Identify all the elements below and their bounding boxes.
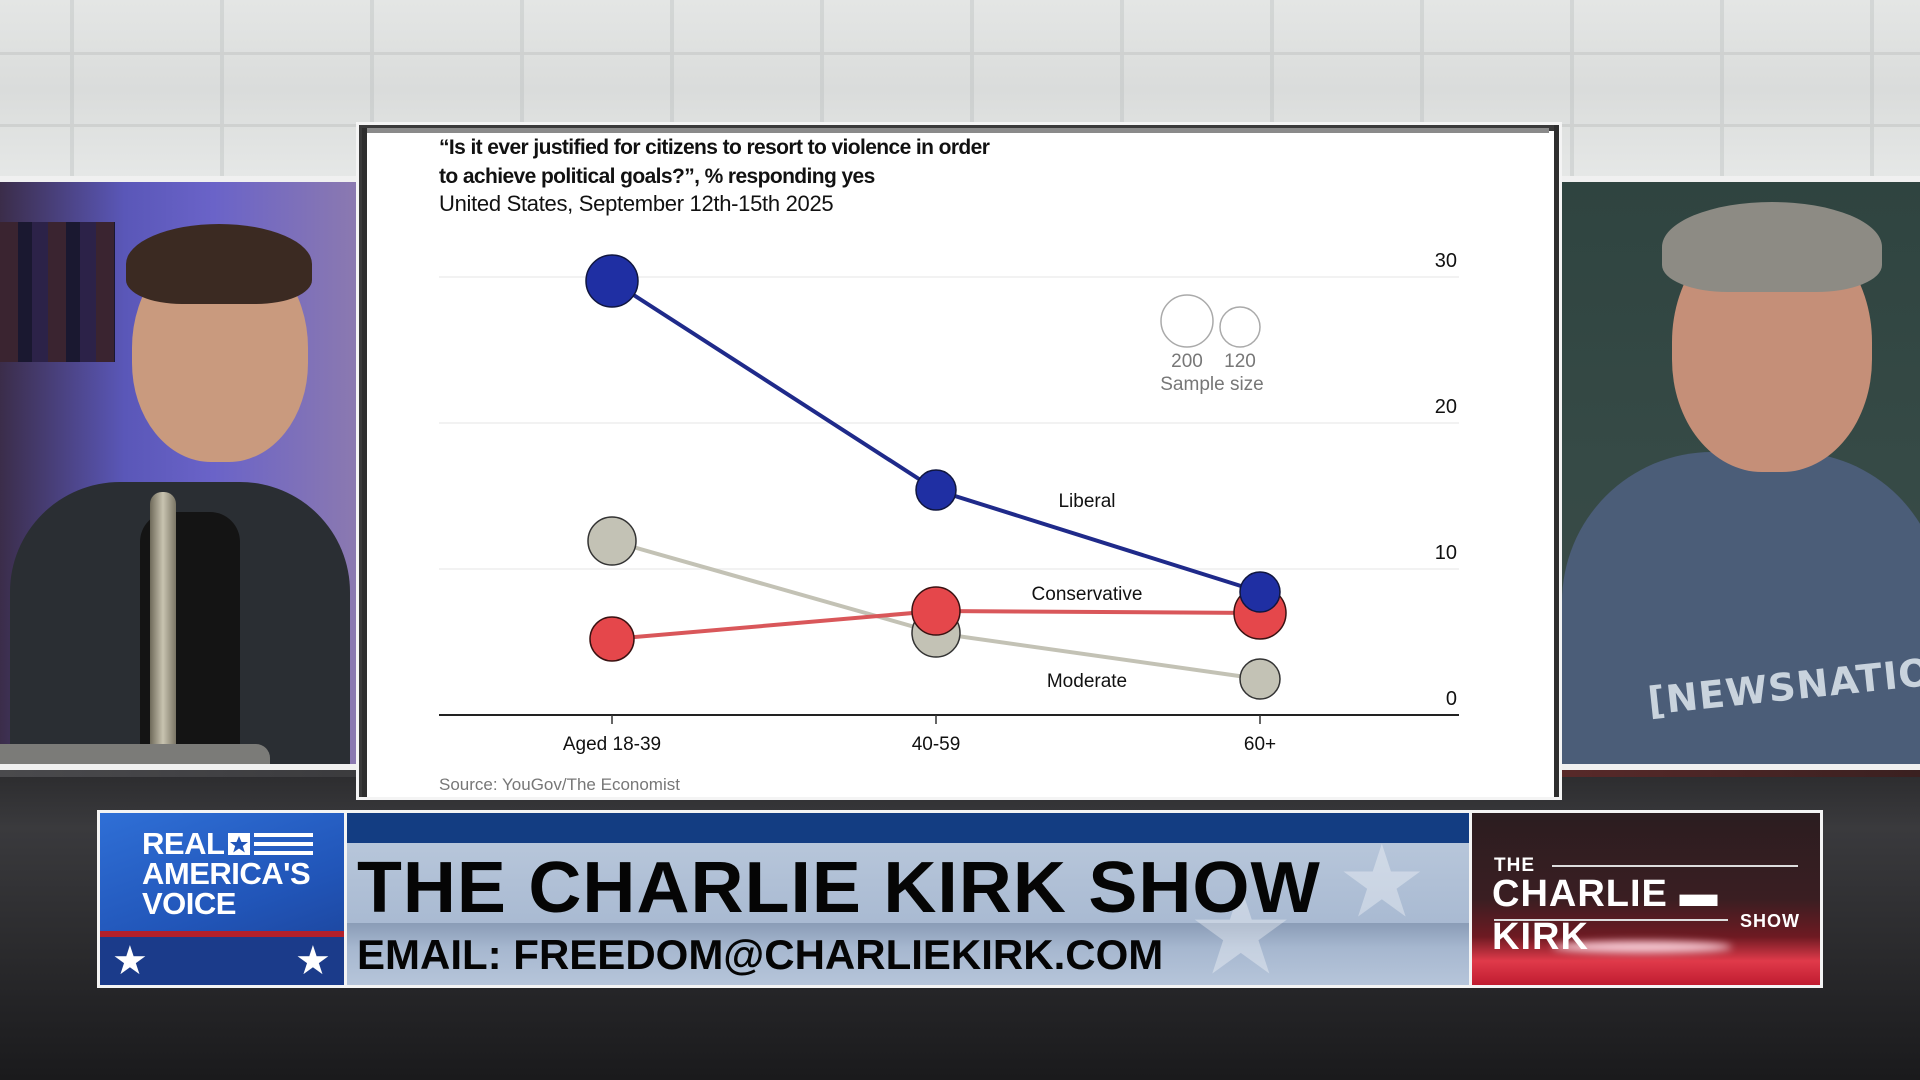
chart-source: Source: YouGov/The Economist bbox=[439, 775, 680, 794]
y-tick-label: 30 bbox=[1435, 250, 1457, 272]
background-star-icon: ★ bbox=[1187, 865, 1295, 985]
series-label-liberal: Liberal bbox=[1058, 491, 1115, 512]
data-point bbox=[589, 616, 635, 662]
svg-text:120: 120 bbox=[1224, 351, 1256, 372]
star-icon: ★ bbox=[112, 939, 148, 983]
microphone bbox=[150, 492, 176, 762]
star-icon: ★ bbox=[295, 939, 331, 983]
data-point bbox=[1239, 658, 1281, 700]
chart-subtitle: United States, September 12th-15th 2025 bbox=[439, 191, 834, 216]
data-point bbox=[585, 254, 639, 308]
y-tick-label: 20 bbox=[1435, 396, 1457, 418]
sample-size-circle-large bbox=[1160, 294, 1214, 348]
series-label-conservative: Conservative bbox=[1032, 584, 1143, 605]
guest-tshirt bbox=[1562, 452, 1920, 764]
sample-size-circle-small bbox=[1219, 306, 1261, 348]
svg-text:Sample size: Sample size bbox=[1160, 374, 1264, 395]
bookshelf bbox=[0, 222, 115, 362]
guest-video-feed: [NEWSNATION] bbox=[1562, 176, 1920, 770]
background-star-icon: ★ bbox=[1337, 826, 1427, 938]
series-label-moderate: Moderate bbox=[1047, 671, 1127, 692]
logo-rule bbox=[1552, 865, 1798, 867]
panel-bevel bbox=[365, 128, 1549, 133]
network-logo-text: REAL AMERICA'S VOICE bbox=[142, 826, 311, 921]
logo-glow bbox=[1552, 941, 1732, 953]
title-row bbox=[347, 843, 1469, 923]
desk bbox=[0, 744, 270, 764]
network-logo: REAL AMERICA'S VOICE ★ ★ bbox=[100, 813, 344, 985]
guest-hair bbox=[1662, 202, 1882, 292]
y-tick-label: 10 bbox=[1435, 542, 1457, 564]
chart-panel: “Is it ever justified for citizens to re… bbox=[356, 122, 1562, 800]
logo-rule bbox=[1494, 919, 1728, 921]
title-top-bar bbox=[347, 813, 1469, 843]
chart-title: “Is it ever justified for citizens to re… bbox=[439, 136, 990, 188]
logo-bottom-bar bbox=[100, 937, 344, 985]
line-chart: 30 20 10 0 Aged 18-39 40-59 60+ 200 120 … bbox=[439, 250, 1459, 755]
sample-size-legend: 200 120 Sample size bbox=[1160, 294, 1264, 395]
data-point bbox=[915, 469, 957, 511]
show-title: THE CHARLIE KIRK SHOW bbox=[357, 848, 1321, 928]
host-hair bbox=[126, 224, 312, 304]
y-tick-label: 0 bbox=[1446, 688, 1457, 710]
show-logo: THE CHARLIE ▬ KIRK SHOW bbox=[1472, 813, 1820, 985]
wall-panel-line bbox=[0, 52, 1920, 55]
svg-text:200: 200 bbox=[1171, 351, 1203, 372]
x-tick-label: 40-59 bbox=[912, 734, 961, 755]
host-video-feed bbox=[0, 176, 356, 770]
panel-bevel bbox=[362, 128, 367, 797]
data-point bbox=[1239, 571, 1281, 613]
show-title-bar: ★ ★ THE CHARLIE KIRK SHOW EMAIL: FREEDOM… bbox=[347, 813, 1469, 985]
gridlines bbox=[439, 276, 1459, 570]
logo-red-stripe bbox=[100, 931, 344, 937]
x-tick-label: Aged 18-39 bbox=[563, 734, 661, 755]
flag-icon bbox=[228, 833, 313, 855]
data-point bbox=[587, 516, 637, 566]
series-liberal bbox=[585, 254, 1281, 613]
lower-third-banner: REAL AMERICA'S VOICE ★ ★ ★ ★ THE CHARLIE… bbox=[97, 810, 1823, 988]
email-row bbox=[347, 923, 1469, 985]
show-email: EMAIL: FREEDOM@CHARLIEKIRK.COM bbox=[357, 931, 1164, 978]
panel-bevel bbox=[1554, 125, 1559, 797]
x-tick-label: 60+ bbox=[1244, 734, 1276, 755]
data-point bbox=[911, 586, 961, 636]
